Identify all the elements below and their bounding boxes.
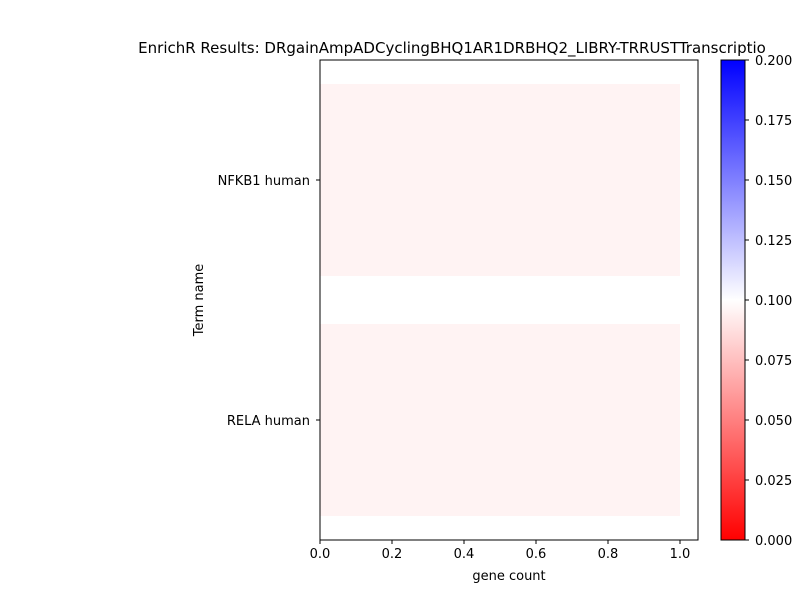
colorbar-tick-label: 0.050 <box>755 414 792 429</box>
x-axis-label: gene count <box>472 569 545 584</box>
colorbar-tick-label: 0.100 <box>755 294 792 309</box>
colorbar-tick-label: 0.200 <box>755 54 792 69</box>
bar <box>320 324 680 516</box>
x-tick-label: 1.0 <box>670 547 691 562</box>
colorbar-tick-label: 0.025 <box>755 474 792 489</box>
x-tick-label: 0.6 <box>526 547 547 562</box>
y-axis-label: Term name <box>192 264 207 338</box>
colorbar-tick-label: 0.175 <box>755 114 792 129</box>
y-tick-label: NFKB1 human <box>218 174 310 189</box>
colorbar-tick-label: 0.075 <box>755 354 792 369</box>
y-axis: NFKB1 human RELA human <box>218 174 320 429</box>
y-tick-label: RELA human <box>227 414 310 429</box>
x-tick-label: 0.2 <box>382 547 403 562</box>
colorbar-tick-label: 0.150 <box>755 174 792 189</box>
bar <box>320 84 680 276</box>
x-tick-label: 0.0 <box>310 547 331 562</box>
x-tick-label: 0.8 <box>598 547 619 562</box>
colorbar-tick-label: 0.000 <box>755 534 792 549</box>
colorbar-tick-label: 0.125 <box>755 234 792 249</box>
colorbar <box>721 60 745 540</box>
plot-frame <box>319 59 699 541</box>
chart-title: EnrichR Results: DRgainAmpADCyclingBHQ1A… <box>138 39 766 58</box>
bars-layer <box>320 84 680 516</box>
colorbar-ticks: 0.000 0.025 0.050 0.075 0.100 0.125 0.150 0.175… <box>745 54 792 549</box>
x-axis: 0.0 0.2 0.4 0.6 0.8 1.0 <box>310 540 691 562</box>
x-tick-label: 0.4 <box>454 547 475 562</box>
